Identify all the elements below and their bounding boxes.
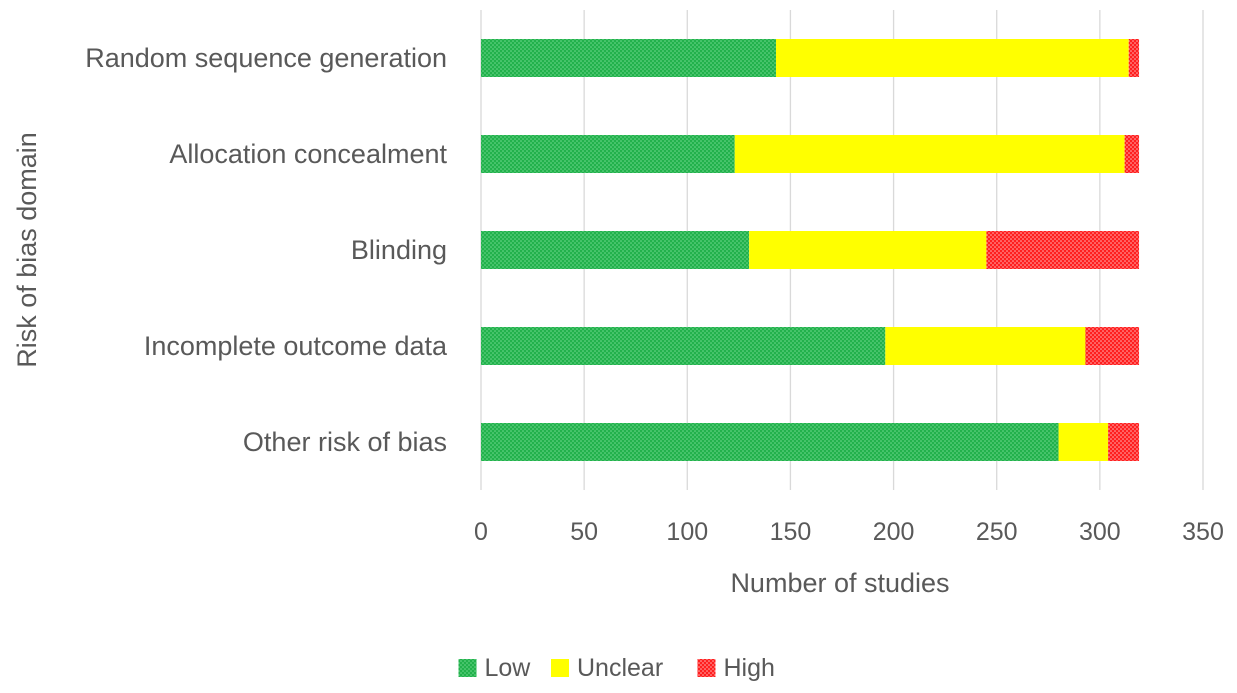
bar-unclear xyxy=(885,327,1086,365)
bar-unclear xyxy=(734,135,1125,173)
bar-low xyxy=(481,135,735,173)
category-label: Allocation concealment xyxy=(169,139,447,169)
x-tick-label: 50 xyxy=(570,518,598,546)
bar-high xyxy=(986,231,1140,269)
category-label: Random sequence generation xyxy=(85,43,447,73)
bar-high xyxy=(1128,39,1140,77)
category-label: Other risk of bias xyxy=(243,427,447,457)
bar-low xyxy=(481,327,886,365)
category-label: Incomplete outcome data xyxy=(144,331,448,361)
bar-high xyxy=(1085,327,1140,365)
bar-high xyxy=(1124,135,1140,173)
bar-high xyxy=(1108,423,1140,461)
x-tick-label: 300 xyxy=(1079,518,1121,546)
bar-low xyxy=(481,423,1059,461)
bar-unclear xyxy=(749,231,987,269)
category-labels: Random sequence generation Allocation con… xyxy=(85,43,448,457)
bar-low xyxy=(481,39,776,77)
legend-swatch-low xyxy=(458,659,477,677)
legend-label-high: High xyxy=(724,654,775,682)
x-tick-label: 250 xyxy=(976,518,1018,546)
legend-label-low: Low xyxy=(485,654,532,682)
legend-label-unclear: Unclear xyxy=(577,654,663,682)
legend-swatch-high xyxy=(697,659,716,677)
x-tick-label: 200 xyxy=(873,518,915,546)
legend-swatch-unclear xyxy=(551,659,569,677)
x-tick-label: 100 xyxy=(666,518,708,546)
y-axis-title: Risk of bias domain xyxy=(12,132,42,368)
bar-unclear xyxy=(1058,423,1109,461)
category-label: Blinding xyxy=(351,235,447,265)
x-tick-label: 150 xyxy=(770,518,812,546)
bars xyxy=(481,39,1140,461)
bar-unclear xyxy=(775,39,1129,77)
x-tick-label: 0 xyxy=(474,518,488,546)
legend: Low Unclear High xyxy=(458,654,775,682)
bar-low xyxy=(481,231,750,269)
x-axis-title: Number of studies xyxy=(730,568,949,598)
x-tick-label: 350 xyxy=(1182,518,1224,546)
x-tick-labels: 0 50 100 150 200 250 300 350 xyxy=(474,518,1224,546)
